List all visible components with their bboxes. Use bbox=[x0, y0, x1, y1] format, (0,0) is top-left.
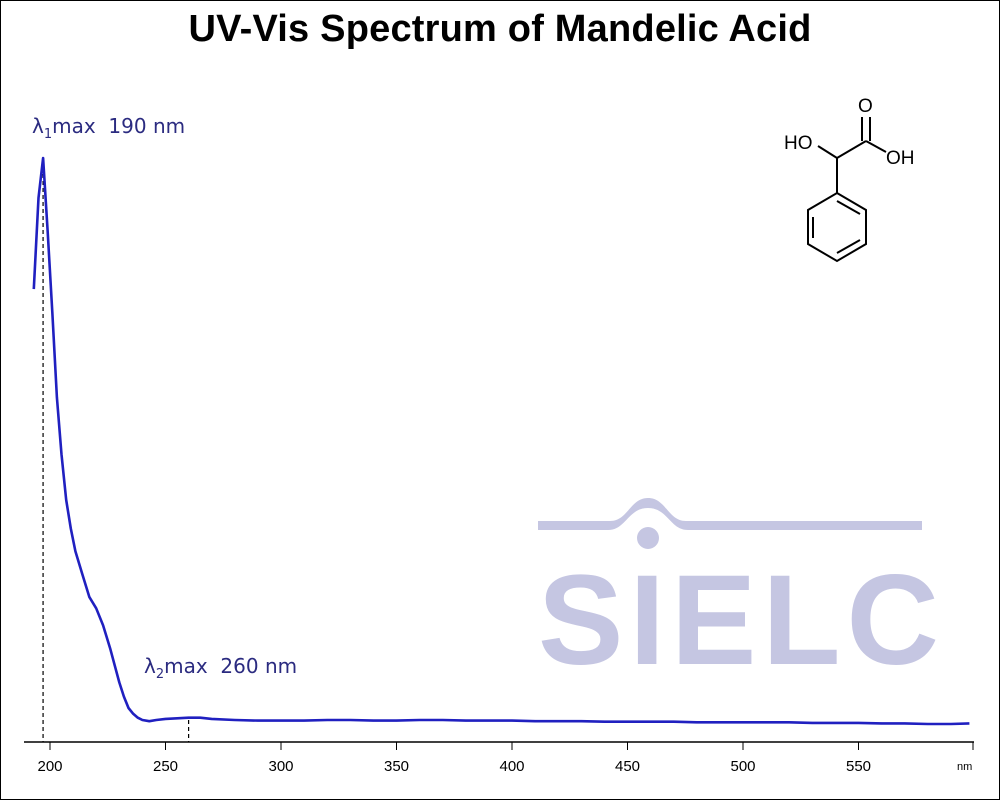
watermark-text: SIELC bbox=[538, 549, 945, 692]
peak-labels: λ1max 190 nm λ2max 260 nm bbox=[32, 114, 297, 682]
x-axis-ticks bbox=[49, 742, 974, 750]
oh-label: OH bbox=[886, 148, 915, 169]
x-tick-label-350: 350 bbox=[384, 758, 409, 775]
lambda-subscript: 2 bbox=[156, 667, 164, 682]
x-tick-label-250: 250 bbox=[153, 758, 178, 775]
x-tick-label-450: 450 bbox=[615, 758, 640, 775]
peak-label-text: max 190 nm bbox=[52, 114, 185, 138]
x-tick-label-400: 400 bbox=[499, 758, 524, 775]
peak-guide-lines bbox=[42, 160, 190, 742]
sielc-watermark-logo: SIELC bbox=[538, 498, 945, 692]
x-tick-label-300: 300 bbox=[268, 758, 293, 775]
spectrum-line bbox=[32, 156, 970, 726]
peak-label-2: λ2max 260 nm bbox=[144, 654, 297, 682]
carbonyl-o-label: O bbox=[858, 96, 873, 117]
x-tick-label-550: 550 bbox=[846, 758, 871, 775]
chart-title: UV-Vis Spectrum of Mandelic Acid bbox=[188, 8, 812, 50]
x-axis-tick-labels: 200 250 300 350 400 450 500 550 bbox=[37, 758, 871, 775]
peak-label-1: λ1max 190 nm bbox=[32, 114, 185, 142]
mandelic-acid-structure bbox=[807, 117, 887, 263]
ho-label: HO bbox=[784, 133, 813, 154]
x-tick-label-500: 500 bbox=[730, 758, 755, 775]
x-axis-unit-label: nm bbox=[957, 761, 972, 773]
x-tick-label-200: 200 bbox=[37, 758, 62, 775]
peak-label-text: max 260 nm bbox=[164, 654, 297, 678]
lambda-subscript: 1 bbox=[44, 127, 52, 142]
